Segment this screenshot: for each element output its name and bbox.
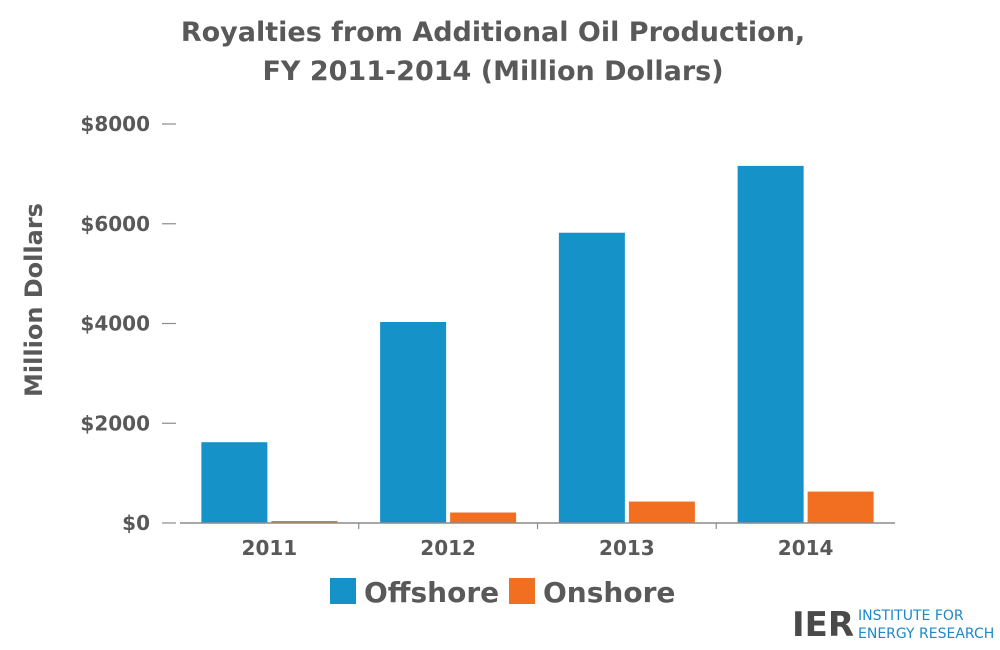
legend: Offshore Onshore: [330, 576, 675, 609]
bar-onshore-2012: [450, 512, 517, 523]
bar-offshore-2012: [380, 322, 447, 523]
y-axis-label: Million Dollars: [20, 203, 48, 397]
y-tick-label: $2000: [80, 411, 150, 435]
bar-onshore-2011: [271, 521, 338, 523]
y-axis: $0 $2000 $4000 $6000 $8000: [80, 112, 176, 535]
chart-title-line-2: FY 2011-2014 (Million Dollars): [262, 56, 723, 87]
legend-swatch-offshore: [330, 578, 356, 604]
x-tick-label: 2013: [599, 536, 655, 560]
x-tick-label: 2011: [242, 536, 298, 560]
chart-title: Royalties from Additional Oil Production…: [181, 17, 805, 87]
y-tick-label: $0: [122, 511, 150, 535]
logo-line-2: ENERGY RESEARCH: [858, 626, 994, 642]
bar-offshore-2011: [201, 442, 268, 523]
bar-offshore-2014: [737, 165, 804, 523]
legend-swatch-onshore: [509, 578, 535, 604]
x-tick-label: 2014: [778, 536, 834, 560]
bar-onshore-2013: [628, 501, 695, 523]
ier-logo: IER INSTITUTE FOR ENERGY RESEARCH: [792, 605, 994, 645]
y-tick-label: $4000: [80, 312, 150, 336]
chart-title-line-1: Royalties from Additional Oil Production…: [181, 17, 805, 48]
x-axis: 2011 2012 2013 2014: [180, 522, 895, 560]
bar-offshore-2013: [558, 232, 625, 524]
bar-onshore-2014: [807, 491, 874, 523]
logo-line-1: INSTITUTE FOR: [858, 608, 964, 624]
y-tick-label: $6000: [80, 212, 150, 236]
legend-label-onshore: Onshore: [543, 576, 675, 609]
x-tick-label: 2012: [420, 536, 476, 560]
logo-abbr: IER: [792, 605, 854, 645]
legend-label-offshore: Offshore: [364, 576, 499, 609]
y-tick-label: $8000: [80, 112, 150, 136]
bars: [201, 165, 874, 524]
